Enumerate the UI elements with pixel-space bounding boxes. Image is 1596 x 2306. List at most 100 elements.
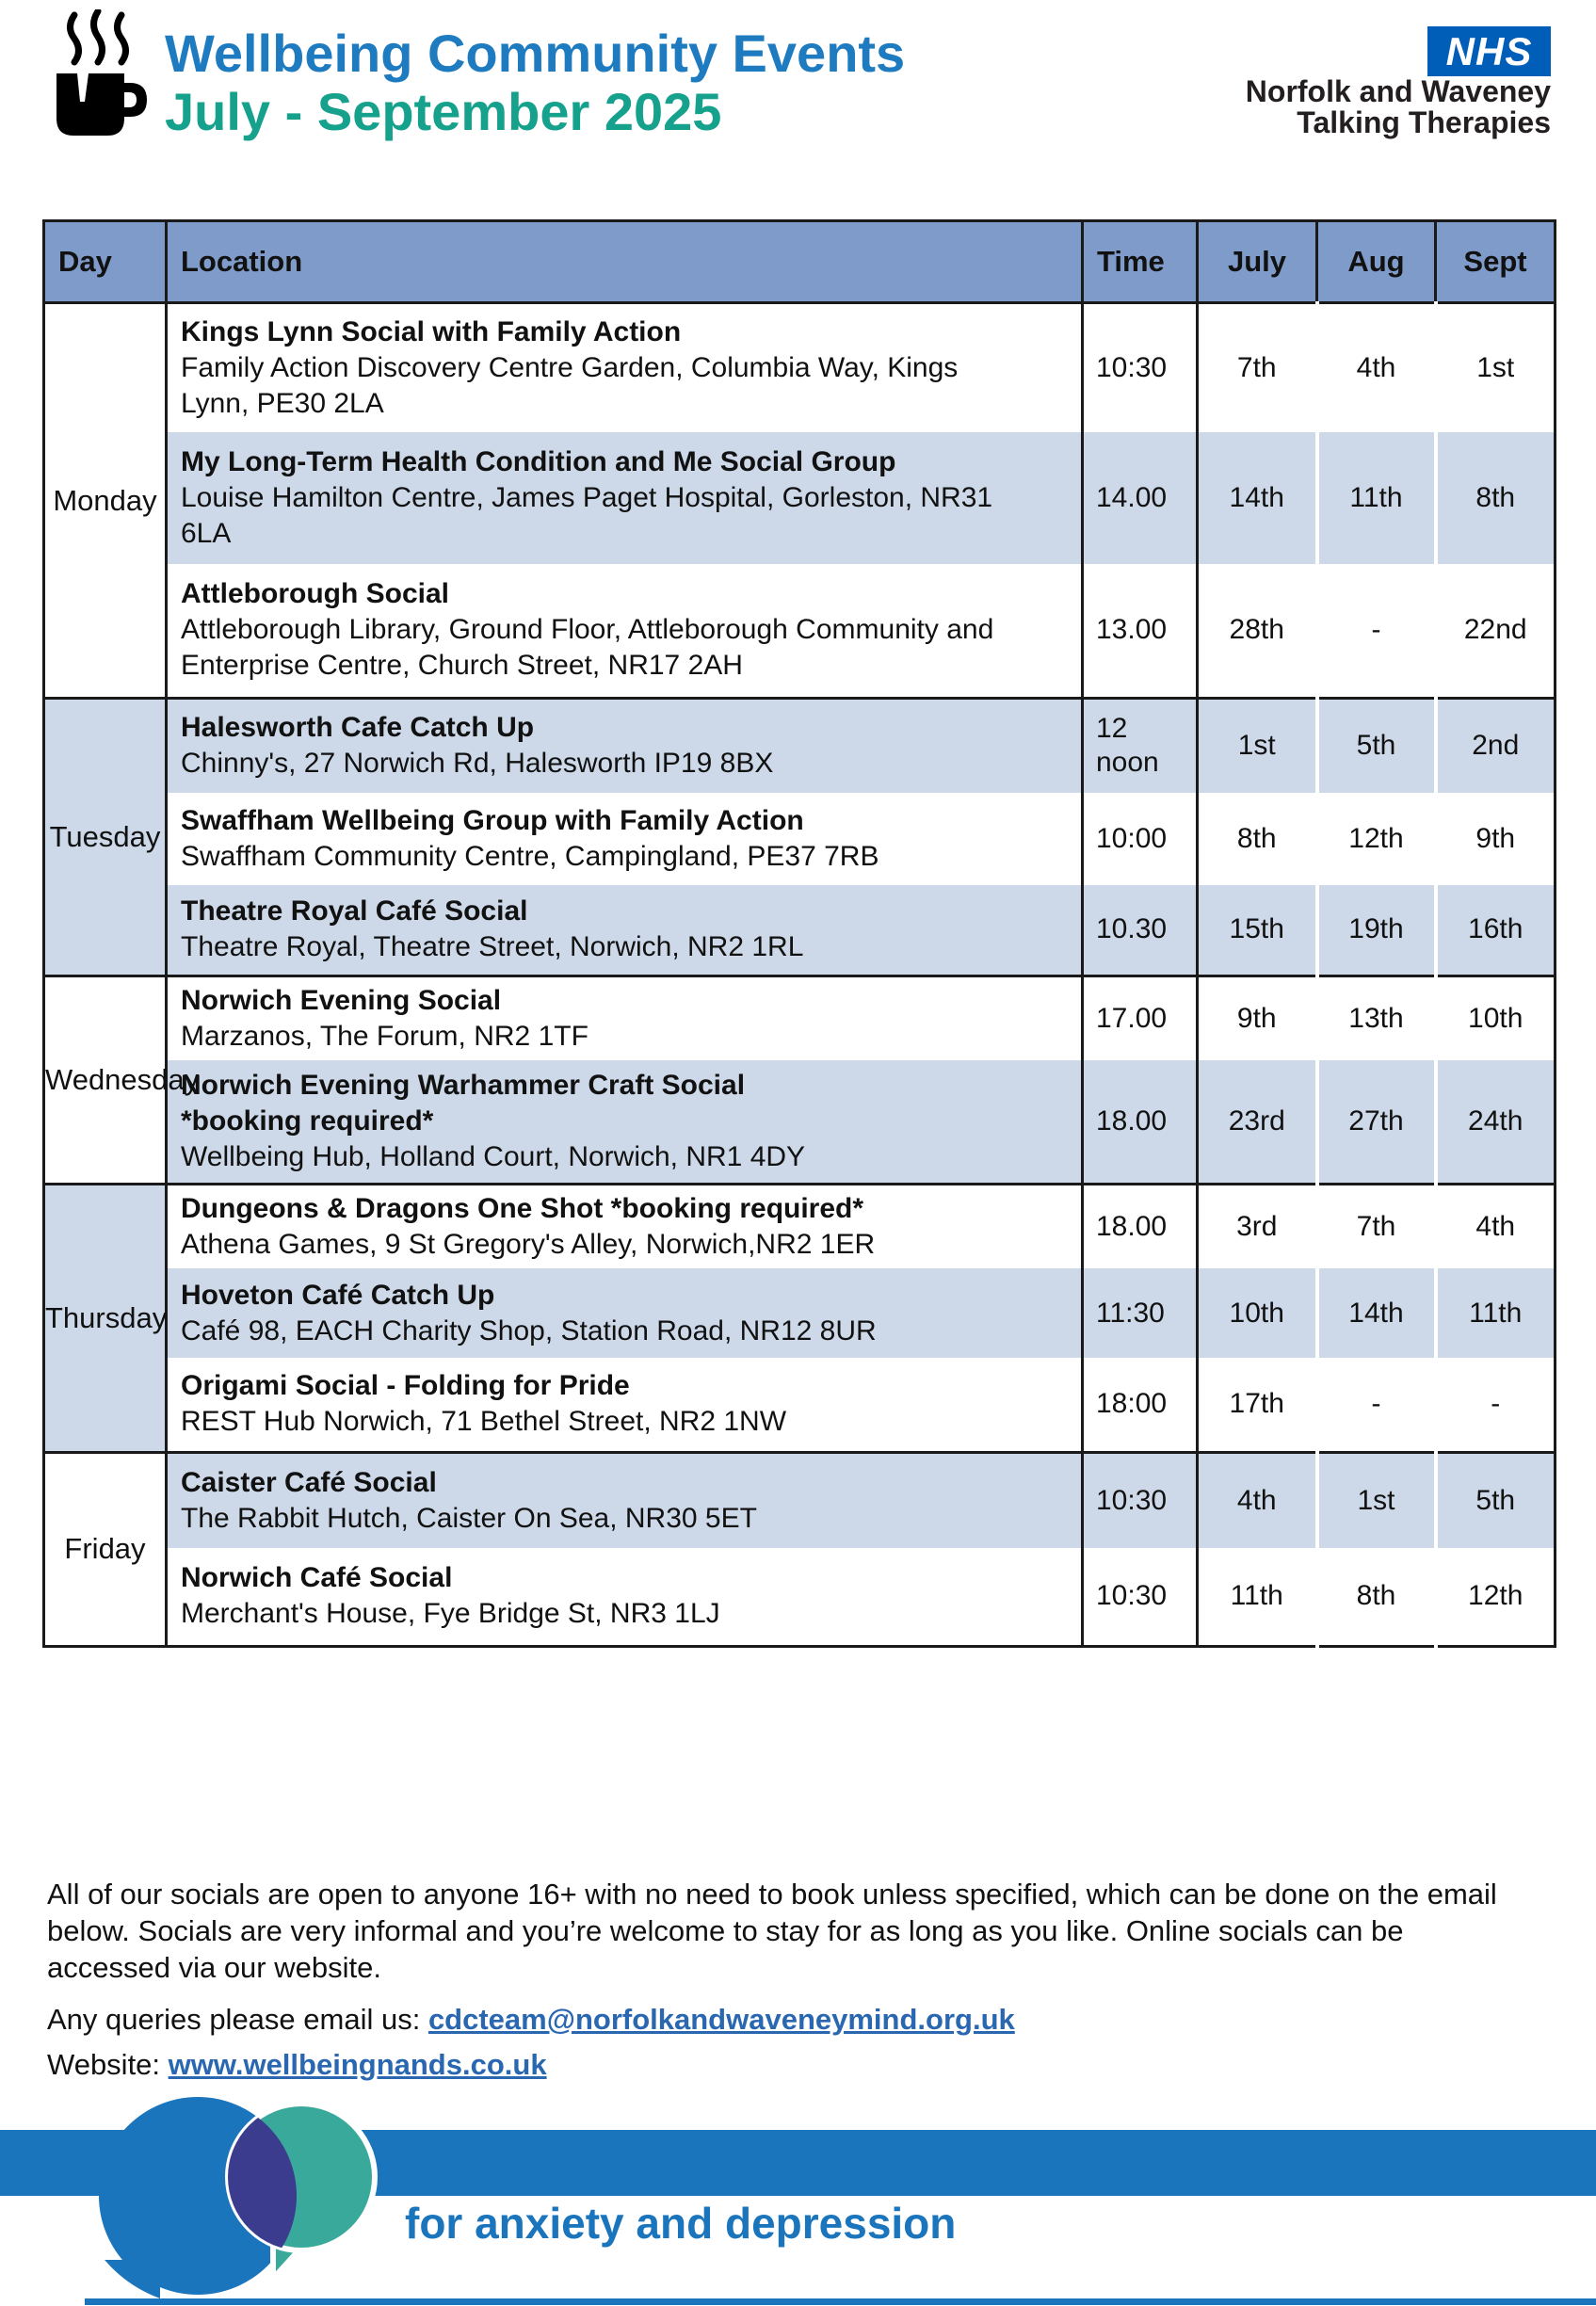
queries-line: Any queries please email us: cdcteam@nor… bbox=[47, 2001, 1530, 2038]
event-date-sept: 11th bbox=[1433, 1268, 1556, 1358]
event-time: 11:30 bbox=[1082, 1268, 1199, 1358]
event-date-aug: 14th bbox=[1314, 1268, 1436, 1358]
event-date-july: 1st bbox=[1197, 697, 1317, 793]
event-title: Swaffham Wellbeing Group with Family Act… bbox=[181, 804, 804, 836]
events-table: Day Location Time July Aug Sept Monday Ki… bbox=[42, 219, 1556, 1648]
page-title: Wellbeing Community Events July - Septem… bbox=[165, 24, 905, 141]
event-row: Swaffham Wellbeing Group with Family Act… bbox=[44, 792, 1556, 885]
event-date-july: 7th bbox=[1197, 301, 1317, 432]
event-row: Tuesday Halesworth Cafe Catch Up Chinny's,… bbox=[43, 697, 1556, 976]
event-date-aug: 1st bbox=[1314, 1450, 1436, 1548]
event-location-cell: Swaffham Wellbeing Group with Family Act… bbox=[166, 792, 1084, 885]
event-date-july: 28th bbox=[1197, 563, 1317, 699]
event-date-sept: 24th bbox=[1433, 1060, 1556, 1184]
event-date-aug: 7th bbox=[1314, 1182, 1436, 1268]
event-address: Theatre Royal, Theatre Street, Norwich, … bbox=[181, 931, 804, 963]
event-title: Theatre Royal Café Social bbox=[181, 895, 528, 927]
column-header-sept: Sept bbox=[1434, 219, 1556, 304]
event-address: Merchant's House, Fye Bridge St, NR3 1LJ bbox=[181, 1598, 720, 1630]
event-date-sept: 16th bbox=[1433, 884, 1556, 976]
event-row: Friday Caister Café Social The Rabbit Hutc… bbox=[43, 1450, 1556, 1646]
event-date-aug: - bbox=[1314, 563, 1436, 699]
event-date-sept: 12th bbox=[1433, 1548, 1556, 1646]
event-date-sept: 4th bbox=[1433, 1182, 1556, 1268]
event-row: Theatre Royal Café Social Theatre Royal, … bbox=[44, 884, 1556, 976]
event-row: Hoveton Café Catch Up Café 98, EACH Chari… bbox=[44, 1268, 1556, 1358]
event-date-aug: 13th bbox=[1314, 975, 1436, 1060]
column-header-aug: Aug bbox=[1315, 219, 1437, 304]
event-date-july: 15th bbox=[1197, 884, 1317, 976]
event-location-cell: Norwich Evening Social Marzanos, The Foru… bbox=[166, 975, 1084, 1060]
event-time: 10:30 bbox=[1082, 1450, 1199, 1548]
website-line: Website: www.wellbeingnands.co.uk bbox=[47, 2046, 1530, 2083]
event-time: 18.00 bbox=[1082, 1060, 1199, 1184]
event-date-sept: 2nd bbox=[1433, 697, 1556, 793]
event-date-aug: 5th bbox=[1314, 697, 1436, 793]
event-location-cell: Attleborough Social Attleborough Library,… bbox=[166, 563, 1084, 699]
page-title-line2: July - September 2025 bbox=[165, 82, 722, 141]
event-address: Louise Hamilton Centre, James Paget Hosp… bbox=[181, 481, 993, 549]
event-date-july: 9th bbox=[1197, 975, 1317, 1060]
event-time: 10.30 bbox=[1082, 884, 1199, 976]
event-title: Caister Café Social bbox=[181, 1466, 437, 1498]
column-header-time: Time bbox=[1081, 219, 1199, 304]
event-address: Family Action Discovery Centre Garden, C… bbox=[181, 351, 959, 419]
event-date-sept: 9th bbox=[1433, 792, 1556, 885]
website-link[interactable]: www.wellbeingnands.co.uk bbox=[168, 2048, 547, 2081]
event-title: Attleborough Social bbox=[181, 578, 449, 610]
event-address: Chinny's, 27 Norwich Rd, Halesworth IP19… bbox=[181, 748, 774, 780]
email-link[interactable]: cdcteam@norfolkandwaveneymind.org.uk bbox=[427, 2003, 1015, 2036]
event-row: Monday Kings Lynn Social with Family Acti… bbox=[43, 301, 1556, 699]
page-title-line1: Wellbeing Community Events bbox=[165, 24, 906, 83]
event-title: Kings Lynn Social with Family Action bbox=[181, 315, 682, 347]
event-title: My Long-Term Health Condition and Me Soc… bbox=[181, 445, 896, 477]
event-date-sept: 8th bbox=[1433, 431, 1556, 564]
event-date-sept: - bbox=[1433, 1358, 1556, 1452]
event-row: Origami Social - Folding for Pride REST H… bbox=[44, 1358, 1556, 1452]
event-address: Café 98, EACH Charity Shop, Station Road… bbox=[181, 1314, 877, 1347]
day-cell-thursday: Thursday bbox=[43, 1182, 168, 1452]
event-location-cell: Kings Lynn Social with Family Action Fami… bbox=[166, 301, 1084, 432]
event-address: Athena Games, 9 St Gregory's Alley, Norw… bbox=[181, 1228, 876, 1260]
event-title: Norwich Evening Social bbox=[181, 985, 502, 1016]
event-title: Dungeons & Dragons One Shot *booking req… bbox=[181, 1192, 864, 1224]
event-time: 10:30 bbox=[1082, 1548, 1199, 1646]
event-row: My Long-Term Health Condition and Me Soc… bbox=[44, 431, 1556, 564]
event-date-sept: 5th bbox=[1433, 1450, 1556, 1548]
coffee-cup-icon bbox=[56, 9, 147, 136]
event-date-july: 3rd bbox=[1197, 1182, 1317, 1268]
event-date-sept: 1st bbox=[1433, 301, 1556, 432]
event-address: Wellbeing Hub, Holland Court, Norwich, N… bbox=[181, 1140, 806, 1172]
event-title: Origami Social - Folding for Pride bbox=[181, 1370, 630, 1402]
queries-label: Any queries please email us: bbox=[47, 2003, 428, 2036]
event-date-july: 11th bbox=[1197, 1548, 1317, 1646]
event-date-july: 10th bbox=[1197, 1268, 1317, 1358]
table-header-row: Day Location Time July Aug Sept bbox=[42, 219, 1556, 304]
event-location-cell: Caister Café Social The Rabbit Hutch, Cai… bbox=[166, 1450, 1084, 1548]
org-name-line1: Norfolk and Waveney bbox=[1245, 74, 1551, 108]
event-location-cell: Dungeons & Dragons One Shot *booking req… bbox=[166, 1182, 1084, 1268]
event-time: 18.00 bbox=[1082, 1182, 1199, 1268]
event-location-cell: Halesworth Cafe Catch Up Chinny's, 27 Nor… bbox=[166, 697, 1084, 793]
event-date-sept: 10th bbox=[1433, 975, 1556, 1060]
event-date-aug: 19th bbox=[1314, 884, 1436, 976]
event-location-cell: Theatre Royal Café Social Theatre Royal, … bbox=[166, 884, 1084, 976]
event-date-sept: 22nd bbox=[1433, 563, 1556, 699]
event-date-july: 4th bbox=[1197, 1450, 1317, 1548]
event-date-july: 8th bbox=[1197, 792, 1317, 885]
event-address: REST Hub Norwich, 71 Bethel Street, NR2 … bbox=[181, 1406, 787, 1438]
event-address: Swaffham Community Centre, Campingland, … bbox=[181, 840, 879, 872]
event-date-july: 14th bbox=[1197, 431, 1317, 564]
column-header-july: July bbox=[1196, 219, 1318, 304]
column-header-day: Day bbox=[42, 219, 168, 304]
event-time: 13.00 bbox=[1082, 563, 1199, 699]
event-location-cell: Norwich Café Social Merchant's House, Fye… bbox=[166, 1548, 1084, 1646]
event-time: 10:00 bbox=[1082, 792, 1199, 885]
day-cell-tuesday: Tuesday bbox=[43, 697, 168, 976]
event-location-cell: Hoveton Café Catch Up Café 98, EACH Chari… bbox=[166, 1268, 1084, 1358]
website-label: Website: bbox=[47, 2048, 169, 2081]
event-address: Attleborough Library, Ground Floor, Attl… bbox=[181, 614, 994, 682]
event-time: 10:30 bbox=[1082, 301, 1199, 432]
event-date-aug: 8th bbox=[1314, 1548, 1436, 1646]
event-time: 18:00 bbox=[1082, 1358, 1199, 1452]
